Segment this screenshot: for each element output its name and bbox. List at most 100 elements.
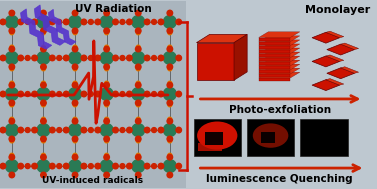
Circle shape [10, 31, 14, 35]
Circle shape [73, 81, 77, 85]
Circle shape [9, 100, 15, 106]
Bar [259, 50, 290, 53]
Circle shape [63, 91, 69, 97]
Ellipse shape [197, 122, 238, 150]
Circle shape [163, 15, 176, 28]
Circle shape [41, 28, 46, 34]
Circle shape [167, 136, 173, 142]
Circle shape [176, 127, 181, 133]
Circle shape [160, 56, 164, 60]
Bar [259, 66, 290, 69]
Circle shape [120, 56, 125, 60]
Circle shape [37, 88, 50, 100]
Circle shape [72, 118, 78, 124]
Circle shape [65, 128, 69, 132]
Bar [198, 143, 222, 151]
Circle shape [168, 31, 172, 35]
Circle shape [34, 164, 38, 168]
Circle shape [136, 103, 140, 107]
Circle shape [72, 136, 78, 142]
Circle shape [158, 91, 164, 97]
Circle shape [136, 139, 140, 143]
Circle shape [65, 20, 69, 24]
Circle shape [120, 128, 125, 132]
Circle shape [41, 46, 46, 52]
Circle shape [100, 88, 113, 100]
Circle shape [72, 46, 78, 52]
Circle shape [95, 127, 101, 133]
Circle shape [37, 124, 50, 136]
Circle shape [0, 127, 6, 133]
Polygon shape [259, 40, 300, 46]
Circle shape [97, 128, 101, 132]
Circle shape [57, 56, 62, 60]
Circle shape [57, 128, 62, 132]
Circle shape [100, 160, 113, 173]
Circle shape [9, 28, 15, 34]
Circle shape [127, 163, 132, 169]
Circle shape [49, 92, 53, 96]
Bar [259, 54, 290, 57]
Polygon shape [341, 43, 359, 50]
Circle shape [128, 128, 132, 132]
Circle shape [152, 164, 156, 169]
Circle shape [163, 160, 176, 173]
Circle shape [49, 128, 53, 132]
Circle shape [41, 118, 46, 124]
Polygon shape [326, 79, 344, 85]
Circle shape [167, 100, 173, 106]
Circle shape [41, 67, 45, 71]
Circle shape [176, 19, 181, 25]
Circle shape [88, 164, 93, 169]
Circle shape [41, 81, 45, 85]
Circle shape [113, 56, 116, 60]
Circle shape [88, 19, 93, 24]
Circle shape [69, 15, 81, 28]
Bar [259, 74, 290, 77]
Circle shape [105, 31, 109, 35]
Polygon shape [34, 5, 66, 45]
Circle shape [32, 55, 37, 61]
Circle shape [81, 163, 87, 169]
Circle shape [18, 128, 22, 132]
Circle shape [128, 56, 132, 60]
Circle shape [167, 28, 173, 34]
Circle shape [135, 28, 141, 34]
Circle shape [10, 81, 14, 85]
Circle shape [0, 163, 6, 169]
Circle shape [136, 81, 140, 85]
Circle shape [41, 154, 46, 160]
Polygon shape [259, 44, 300, 50]
Circle shape [97, 20, 101, 24]
Circle shape [104, 28, 109, 34]
Circle shape [81, 55, 87, 61]
Circle shape [88, 128, 93, 132]
Circle shape [18, 163, 23, 169]
Circle shape [37, 160, 50, 173]
Circle shape [18, 55, 23, 61]
Circle shape [104, 136, 109, 142]
Circle shape [10, 103, 14, 107]
Circle shape [41, 82, 46, 88]
Bar [205, 132, 224, 145]
Circle shape [167, 172, 173, 178]
Circle shape [132, 52, 145, 64]
Circle shape [25, 91, 30, 96]
Polygon shape [259, 60, 300, 66]
Polygon shape [326, 55, 344, 61]
Polygon shape [327, 68, 354, 79]
Bar [259, 46, 290, 49]
Circle shape [5, 15, 18, 28]
Circle shape [97, 92, 101, 96]
Polygon shape [259, 72, 300, 78]
Circle shape [5, 88, 18, 100]
Circle shape [132, 160, 145, 173]
Circle shape [144, 55, 150, 61]
Circle shape [158, 55, 164, 61]
Circle shape [104, 100, 109, 106]
Circle shape [18, 56, 22, 60]
Polygon shape [326, 31, 344, 38]
Circle shape [152, 19, 156, 24]
Polygon shape [259, 36, 300, 42]
Circle shape [167, 118, 173, 124]
